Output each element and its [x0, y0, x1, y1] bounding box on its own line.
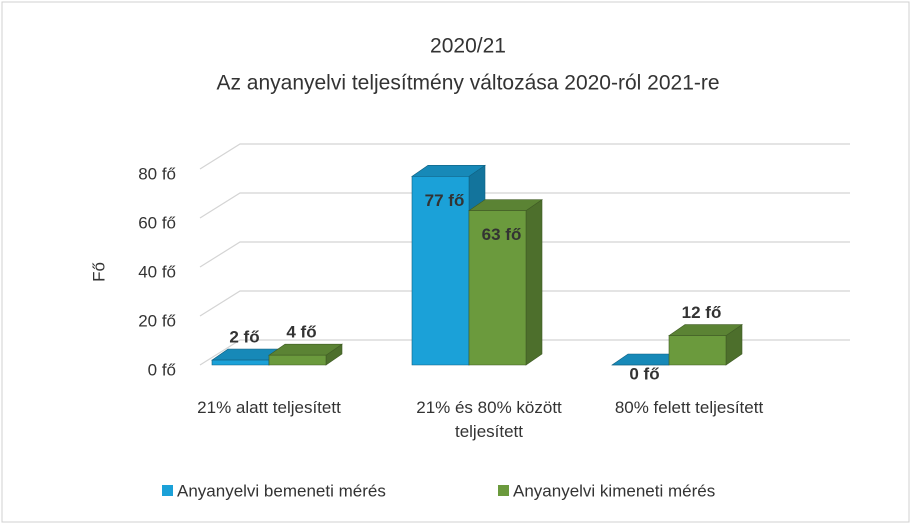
grid-line — [199, 143, 850, 170]
grid-line — [199, 241, 850, 268]
bar-face — [525, 199, 543, 366]
value-label: 77 fő — [425, 191, 465, 210]
x-tick-label: 21% és 80% között teljesített — [416, 398, 562, 441]
bar-face — [268, 354, 327, 366]
grid-line — [199, 339, 850, 366]
bar — [468, 199, 543, 366]
y-tick-label: 20 fő — [138, 311, 176, 330]
value-label: 63 fő — [482, 225, 522, 244]
y-axis-label: Fő — [89, 262, 108, 282]
chart-title: 2020/21 — [430, 35, 506, 58]
y-tick-label: 40 fő — [138, 262, 176, 281]
bar-face — [668, 335, 727, 366]
bar — [268, 343, 343, 366]
x-tick-label: 80% felett teljesített — [614, 398, 764, 417]
grid-line — [199, 192, 850, 219]
y-tick-label: 60 fő — [138, 213, 176, 232]
legend-swatch — [162, 485, 173, 496]
y-tick-label: 0 fő — [148, 360, 176, 379]
y-tick-label: 80 fő — [138, 164, 176, 183]
bar — [668, 324, 743, 366]
legend-label: Anyanyelvi kimeneti mérés — [513, 481, 715, 500]
bar-face — [468, 210, 527, 366]
value-label: 4 fő — [286, 323, 316, 342]
chart-subtitle: Az anyanyelvi teljesítmény változása 202… — [216, 72, 719, 95]
legend-label: Anyanyelvi bemeneti mérés — [177, 481, 386, 500]
value-label: 12 fő — [682, 303, 722, 322]
grid-line — [199, 290, 850, 317]
legend-swatch — [498, 485, 509, 496]
x-tick-label: 21% alatt teljesített — [197, 398, 341, 417]
bar-face — [211, 359, 270, 366]
value-label: 2 fő — [229, 328, 259, 347]
value-label: 0 fő — [629, 364, 659, 383]
